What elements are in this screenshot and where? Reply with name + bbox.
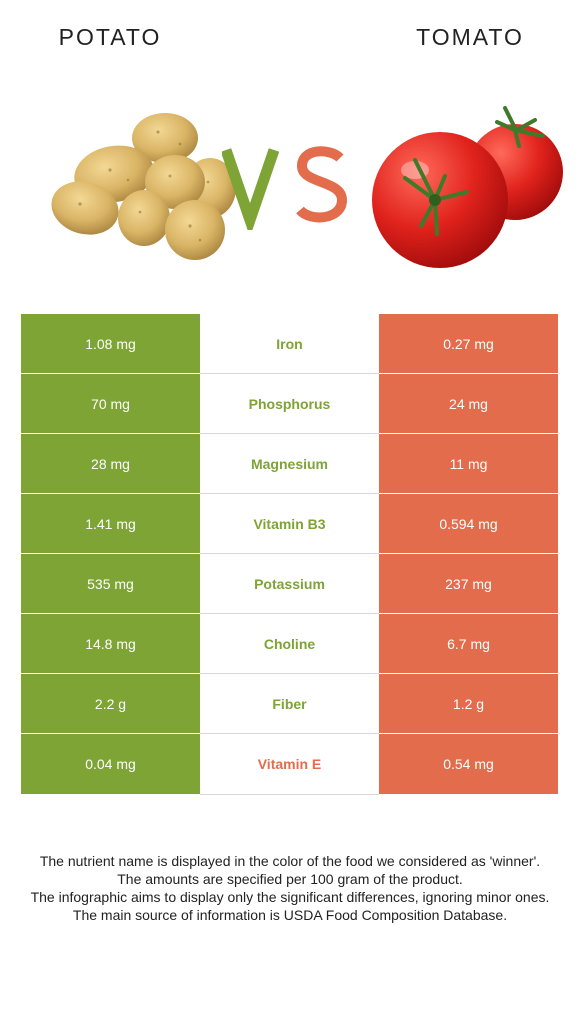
tomato-value: 11 mg: [379, 434, 558, 493]
table-row: 0.04 mg Vitamin E 0.54 mg: [21, 734, 558, 795]
table-row: 28 mg Magnesium 11 mg: [21, 434, 558, 494]
tomato-value: 0.54 mg: [379, 734, 558, 794]
tomato-value: 1.2 g: [379, 674, 558, 733]
potato-value: 28 mg: [21, 434, 200, 493]
table-row: 1.08 mg Iron 0.27 mg: [21, 314, 558, 374]
potato-value: 1.08 mg: [21, 314, 200, 373]
nutrient-name: Vitamin B3: [200, 494, 379, 554]
tomato-value: 0.27 mg: [379, 314, 558, 373]
note-source: The main source of information is USDA F…: [72, 907, 508, 923]
comparison-table: 1.08 mg Iron 0.27 mg 70 mg Phosphorus 24 mg 28…: [21, 314, 558, 795]
note-amounts: The amounts are specified per 100 gram o…: [117, 871, 463, 887]
nutrient-name: Magnesium: [200, 434, 379, 494]
potato-title: POTATO: [58, 24, 162, 50]
vs-label: [222, 146, 348, 230]
potato-value: 14.8 mg: [21, 614, 200, 673]
nutrient-name: Vitamin E: [200, 734, 379, 795]
tomato-image: [372, 106, 563, 268]
nutrient-name: Phosphorus: [200, 374, 379, 434]
tomato-value: 0.594 mg: [379, 494, 558, 553]
tomato-value: 237 mg: [379, 554, 558, 613]
table-row: 70 mg Phosphorus 24 mg: [21, 374, 558, 434]
potato-value: 0.04 mg: [21, 734, 200, 794]
note-aims: The infographic aims to display only the…: [30, 889, 550, 905]
tomato-title: TOMATO: [416, 24, 524, 50]
nutrient-name: Fiber: [200, 674, 379, 734]
nutrient-name: Iron: [200, 314, 379, 374]
potato-value: 70 mg: [21, 374, 200, 433]
potato-value: 535 mg: [21, 554, 200, 613]
footnotes: The nutrient name is displayed in the co…: [20, 852, 560, 924]
potato-value: 2.2 g: [21, 674, 200, 733]
nutrient-name: Potassium: [200, 554, 379, 614]
potato-value: 1.41 mg: [21, 494, 200, 553]
tomato-value: 6.7 mg: [379, 614, 558, 673]
table-row: 1.41 mg Vitamin B3 0.594 mg: [21, 494, 558, 554]
nutrient-name: Choline: [200, 614, 379, 674]
potato-image: [51, 113, 236, 260]
table-row: 535 mg Potassium 237 mg: [21, 554, 558, 614]
table-row: 14.8 mg Choline 6.7 mg: [21, 614, 558, 674]
tomato-value: 24 mg: [379, 374, 558, 433]
table-row: 2.2 g Fiber 1.2 g: [21, 674, 558, 734]
note-winner: The nutrient name is displayed in the co…: [39, 853, 541, 869]
